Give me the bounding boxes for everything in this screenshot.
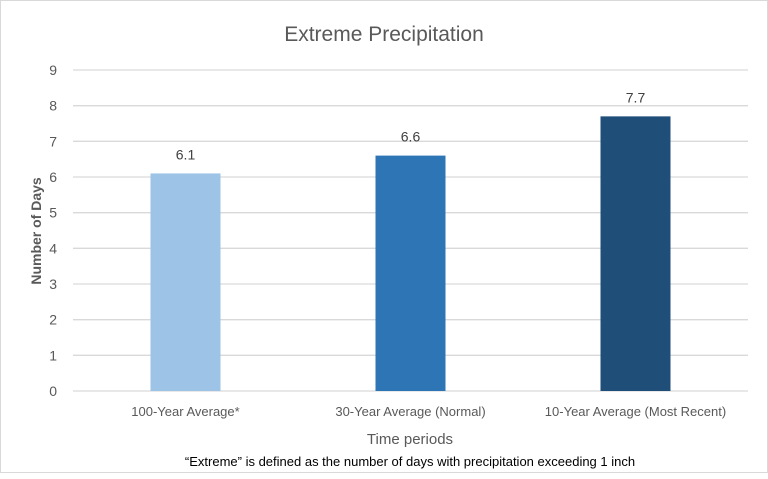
footnote: “Extreme” is defined as the number of da… (185, 454, 635, 469)
y-tick-label: 3 (49, 276, 57, 292)
x-tick-label: 30-Year Average (Normal) (335, 404, 485, 419)
y-tick-label: 5 (49, 205, 57, 221)
x-tick-label: 100-Year Average* (131, 404, 239, 419)
y-tick-label: 4 (49, 240, 57, 256)
y-tick-label: 9 (49, 62, 57, 78)
y-tick-label: 8 (49, 98, 57, 114)
y-tick-label: 2 (49, 312, 57, 328)
x-axis-label: Time periods (367, 431, 453, 448)
y-tick-label: 1 (49, 347, 57, 363)
data-label: 6.6 (401, 129, 421, 145)
y-tick-label: 7 (49, 133, 57, 149)
data-label: 6.1 (176, 146, 196, 162)
y-axis-label: Number of Days (28, 177, 44, 285)
data-label: 7.7 (626, 89, 646, 105)
y-tick-label: 0 (49, 383, 57, 399)
x-tick-label: 10-Year Average (Most Recent) (545, 404, 726, 419)
bar (150, 173, 221, 391)
chart-title: Extreme Precipitation (284, 23, 484, 46)
bar (600, 116, 671, 391)
bar (375, 155, 446, 391)
y-tick-label: 6 (49, 169, 57, 185)
